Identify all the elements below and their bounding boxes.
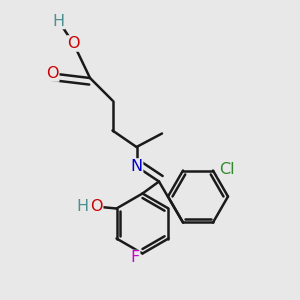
Text: O: O: [90, 199, 103, 214]
Text: N: N: [130, 159, 142, 174]
Text: O: O: [67, 36, 80, 51]
Text: H: H: [76, 199, 89, 214]
Text: Cl: Cl: [219, 161, 234, 176]
Text: O: O: [46, 66, 59, 81]
Text: H: H: [52, 14, 64, 28]
Text: F: F: [130, 250, 140, 266]
